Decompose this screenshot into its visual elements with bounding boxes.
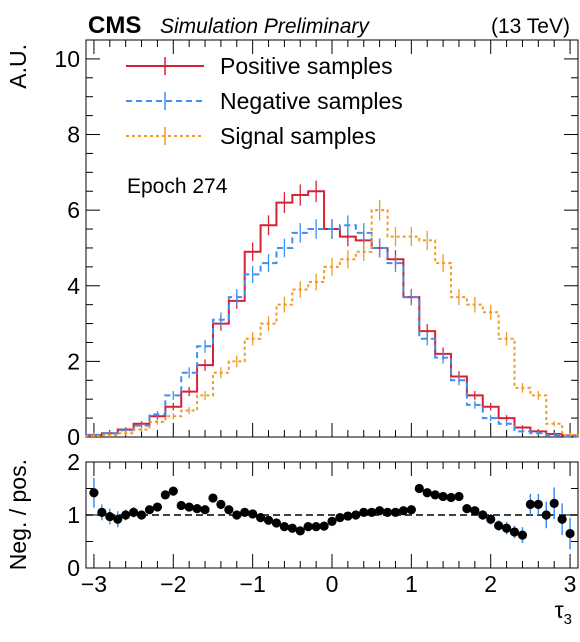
ratio-point: [121, 510, 131, 520]
ratio-ytick-label: 0: [67, 555, 80, 581]
ratio-point: [533, 499, 543, 509]
ratio-point: [406, 505, 416, 515]
xtick-label: 0: [326, 571, 339, 597]
ratio-panel: 0 1 2 −3 −2 −1 0 1 2 3 Neg. / pos. τ3: [5, 449, 579, 628]
ratio-point: [359, 507, 369, 517]
ratio-point: [129, 507, 139, 517]
ratio-point: [470, 506, 480, 516]
xtick-label: −3: [81, 571, 107, 597]
ratio-point: [549, 498, 559, 508]
ratio-point: [422, 488, 432, 498]
legend-label: Positive samples: [220, 53, 393, 79]
xtick-label: −1: [240, 571, 266, 597]
ratio-point: [89, 488, 99, 498]
ratio-point: [367, 507, 377, 517]
ratio-point: [255, 513, 266, 523]
ratio-point: [438, 491, 448, 502]
ratio-point: [248, 509, 258, 519]
ratio-point: [160, 490, 170, 500]
ratio-point: [454, 491, 464, 502]
ratio-point: [216, 499, 226, 509]
xtick-label: 1: [405, 571, 418, 597]
ratio-ytick-label: 2: [67, 449, 80, 475]
ratio-point: [335, 513, 345, 523]
epoch-annotation: Epoch 274: [127, 175, 228, 198]
ratio-point: [232, 510, 242, 520]
main-ticks: 0 2 4 6 8 10: [54, 39, 578, 450]
ratio-point: [351, 510, 361, 520]
ratio-points: [89, 477, 575, 550]
ratio-point: [494, 521, 504, 531]
x-axis-label-symbol: τ: [555, 597, 564, 623]
histogram-negative-samples: [85, 224, 579, 438]
ratio-ytick-label: 1: [67, 502, 80, 528]
ratio-point: [327, 516, 337, 526]
ratio-point: [271, 518, 282, 528]
main-ytick-label: 8: [67, 122, 80, 148]
ratio-point: [486, 514, 496, 524]
ratio-ylabel: Neg. / pos.: [5, 459, 31, 570]
status-label: Simulation Preliminary: [160, 15, 370, 38]
ratio-point: [478, 510, 488, 520]
ratio-point: [295, 526, 305, 536]
ratio-point: [541, 510, 551, 520]
ratio-point: [240, 507, 250, 517]
main-panel: 0 2 4 6 8 10 A.U. Epoch 274 Positive samples N…: [5, 39, 579, 450]
ratio-point: [414, 483, 424, 494]
ratio-point: [263, 515, 274, 525]
ratio-point: [557, 514, 567, 524]
ratio-point: [192, 504, 202, 514]
experiment-label: CMS: [88, 12, 141, 39]
ratio-point: [224, 505, 234, 515]
ratio-point: [319, 521, 329, 531]
ratio-point: [136, 510, 147, 520]
ratio-point: [168, 486, 178, 496]
legend-label: Signal samples: [220, 123, 376, 149]
histogram-signal-samples: [85, 209, 579, 437]
xtick-label: 3: [564, 571, 577, 597]
ratio-point: [152, 502, 163, 512]
ratio-point: [113, 514, 123, 524]
ratio-point: [343, 511, 353, 521]
ratio-point: [509, 527, 520, 537]
ratio-point: [446, 492, 456, 503]
ratio-point: [501, 523, 512, 533]
legend: Positive samples Negative samples Signal s…: [126, 53, 403, 149]
ratio-point: [279, 522, 289, 532]
x-axis-label-subscript: 3: [564, 611, 572, 628]
main-ytick-label: 6: [67, 197, 80, 223]
legend-label: Negative samples: [220, 88, 403, 114]
ratio-point: [398, 506, 409, 516]
x-axis-label: τ3: [555, 597, 572, 628]
ratio-point: [144, 505, 155, 515]
ratio-ticks: 0 1 2 −3 −2 −1 0 1 2 3: [67, 449, 578, 597]
ratio-point: [375, 506, 385, 516]
main-series: [85, 180, 579, 438]
ratio-point: [184, 502, 194, 512]
main-ylabel: A.U.: [5, 44, 31, 89]
ratio-point: [382, 507, 393, 517]
ratio-point: [105, 511, 115, 522]
ratio-point: [565, 528, 575, 539]
ratio-point: [311, 522, 321, 532]
xtick-label: 2: [484, 571, 497, 597]
main-ytick-label: 10: [54, 46, 80, 72]
ratio-point: [176, 500, 186, 511]
ratio-point: [462, 504, 472, 514]
xtick-label: −2: [160, 571, 186, 597]
ratio-point: [287, 523, 297, 533]
ratio-point: [525, 499, 535, 509]
ratio-point: [517, 530, 528, 540]
ratio-point: [200, 505, 210, 515]
ratio-point: [97, 507, 107, 517]
ratio-point: [303, 522, 313, 532]
main-ytick-label: 4: [67, 273, 80, 299]
energy-label: (13 TeV): [491, 15, 570, 38]
main-ytick-label: 2: [67, 348, 80, 374]
main-ytick-label: 0: [67, 424, 80, 450]
ratio-point: [208, 493, 218, 503]
ratio-point: [430, 490, 440, 500]
ratio-point: [390, 507, 401, 517]
